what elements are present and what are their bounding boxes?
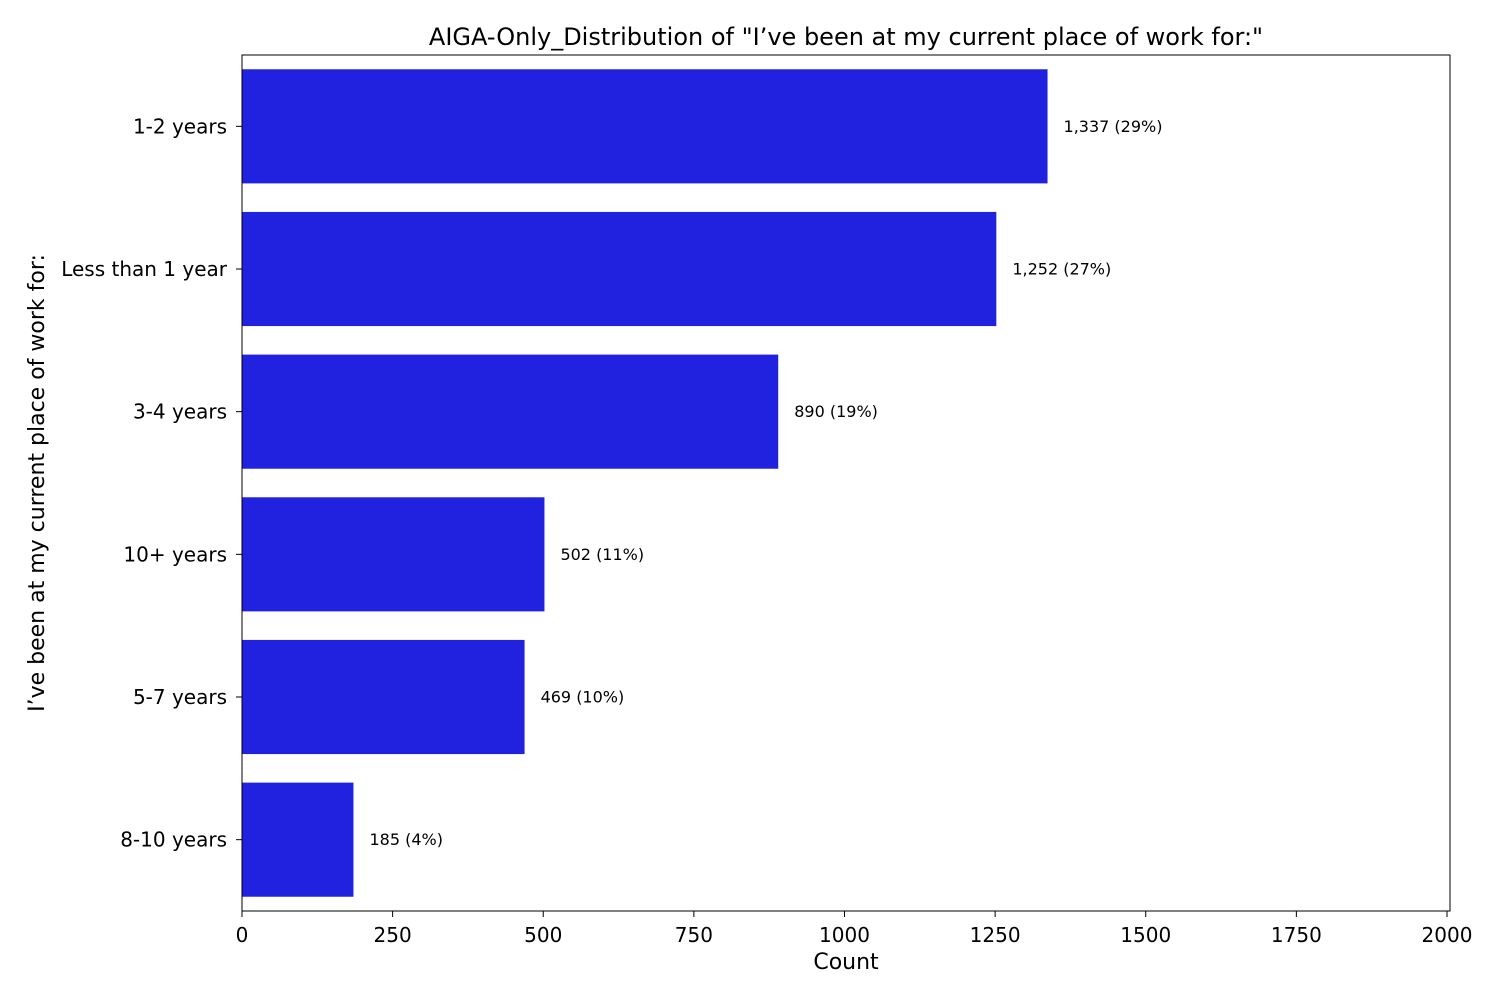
x-tick-label: 0 — [236, 923, 249, 947]
x-axis-ticks: 0 250 500 750 1000 1250 1500 1750 2000 — [236, 911, 1473, 947]
y-tick-label: 5-7 years — [133, 685, 227, 709]
data-label: 185 (4%) — [369, 830, 443, 849]
bar — [242, 782, 354, 897]
x-tick-label: 250 — [374, 923, 412, 947]
plot-frame — [241, 54, 1451, 912]
bar — [242, 354, 779, 469]
y-axis-label: I’ve been at my current place of work fo… — [25, 254, 50, 712]
y-tick-label: 8-10 years — [120, 828, 227, 852]
bar — [242, 639, 525, 755]
y-tick-label: Less than 1 year — [61, 257, 228, 281]
data-label: 1,337 (29%) — [1064, 117, 1163, 136]
bars-group — [242, 69, 1048, 897]
data-labels-group: 1,337 (29%) 1,252 (27%) 890 (19%) 502 (11%)… — [369, 117, 1162, 849]
data-label: 1,252 (27%) — [1012, 260, 1111, 279]
x-axis-label: Count — [813, 950, 879, 975]
x-tick-label: 2000 — [1422, 923, 1473, 947]
y-axis-ticks: 1-2 years Less than 1 year 3-4 years 10+ ye… — [61, 114, 242, 852]
data-label: 890 (19%) — [794, 402, 878, 421]
bar — [242, 497, 545, 612]
x-tick-label: 750 — [675, 923, 713, 947]
x-tick-label: 1250 — [970, 923, 1021, 947]
y-tick-label: 10+ years — [123, 542, 227, 566]
x-tick-label: 500 — [524, 923, 562, 947]
data-label: 469 (10%) — [541, 688, 625, 707]
x-tick-label: 1000 — [819, 923, 870, 947]
data-label: 502 (11%) — [560, 545, 644, 564]
x-tick-label: 1500 — [1120, 923, 1171, 947]
y-tick-label: 3-4 years — [133, 400, 227, 424]
x-tick-label: 1750 — [1271, 923, 1322, 947]
chart-title: AIGA-Only_Distribution of "I’ve been at … — [429, 23, 1263, 51]
bar — [242, 211, 997, 327]
y-tick-label: 1-2 years — [133, 114, 227, 138]
bar — [242, 69, 1048, 184]
